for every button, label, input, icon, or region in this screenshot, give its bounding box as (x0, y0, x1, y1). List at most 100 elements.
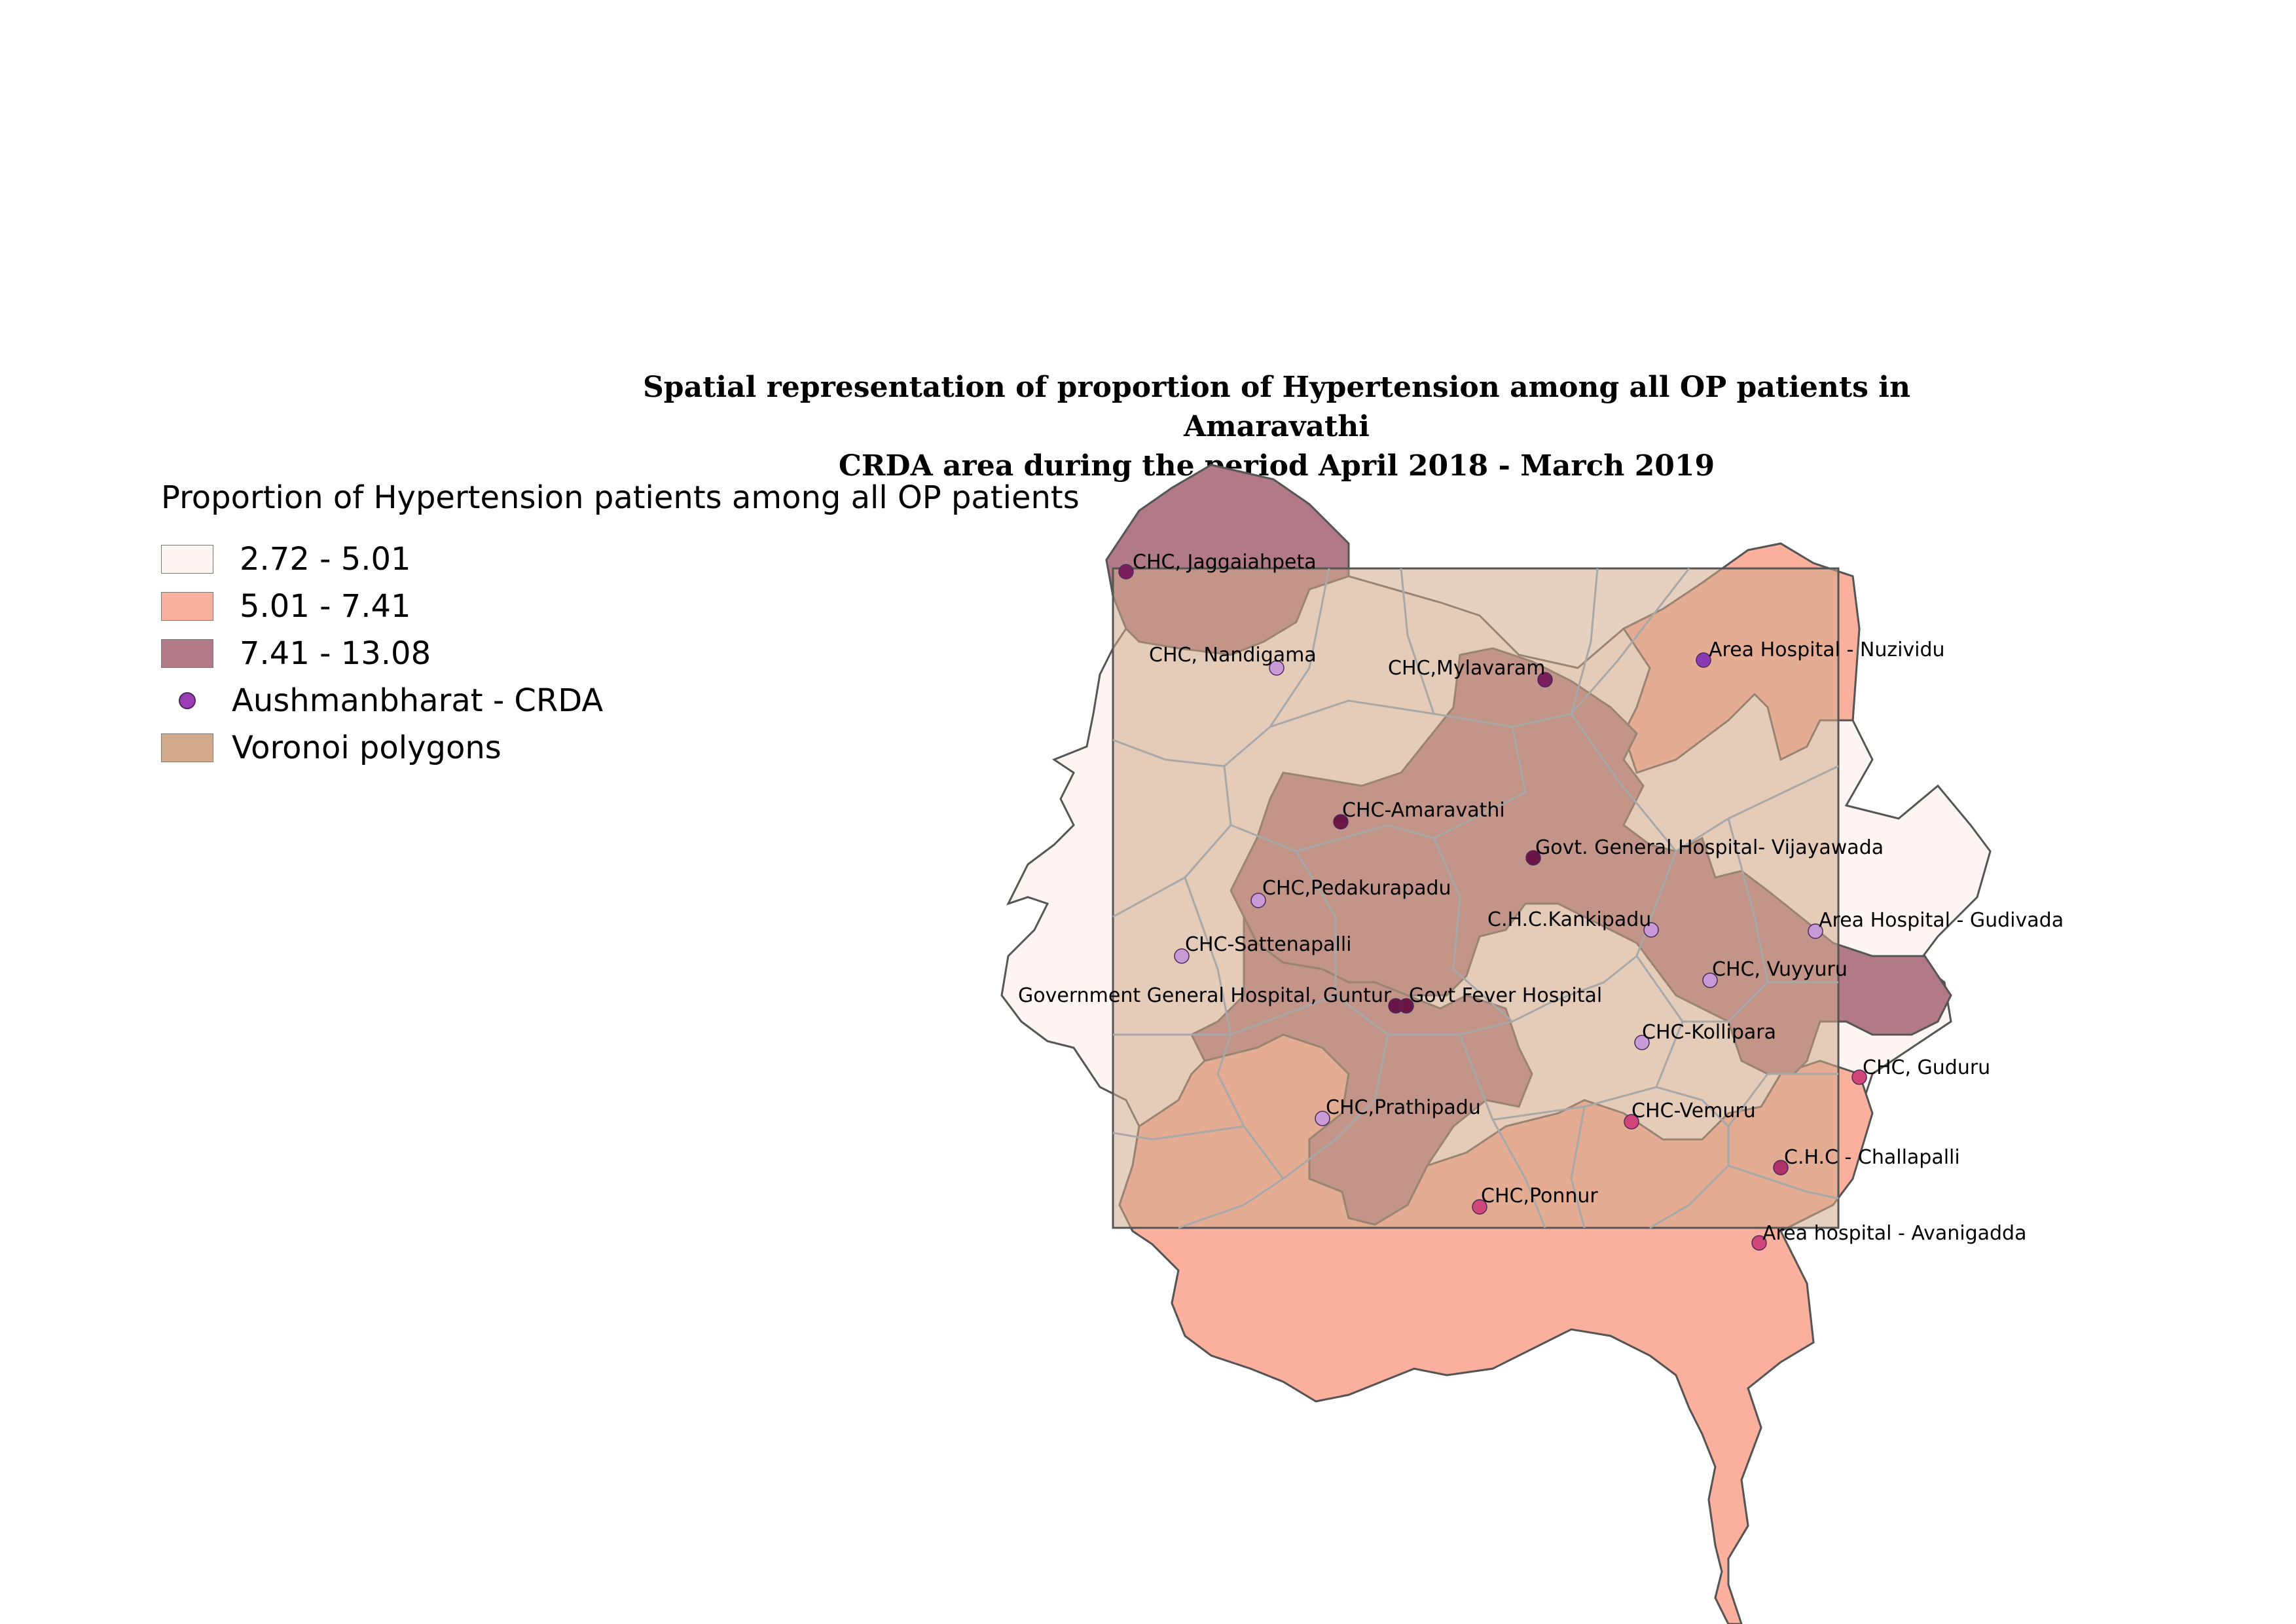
map-title-line-1: Spatial representation of proportion of … (643, 371, 1910, 443)
facility-label: CHC,Mylavaram (1388, 657, 1545, 680)
facility-label: C.H.C - Challapalli (1784, 1146, 1960, 1169)
voronoi-line (1112, 568, 1690, 767)
voronoi-extent (1112, 567, 1840, 1229)
legend: Proportion of Hypertension patients amon… (161, 479, 1080, 771)
voronoi-line (1727, 1073, 1838, 1127)
voronoi-line (1728, 1164, 1839, 1200)
facility-marker[interactable]: CHC,Ponnur (1472, 1185, 1598, 1215)
facility-label: CHC,Ponnur (1481, 1185, 1598, 1208)
facility-point-icon[interactable] (1269, 660, 1285, 676)
voronoi-line (1113, 877, 1232, 1036)
facility-marker[interactable]: CHC,Pedakurapadu (1250, 877, 1451, 908)
facility-marker[interactable]: C.H.C.Kankipadu (1487, 908, 1659, 938)
facility-label: CHC, Guduru (1863, 1056, 1990, 1079)
facility-label: Area Hospital - Gudivada (1819, 909, 2064, 932)
facility-point-icon[interactable] (1537, 672, 1553, 688)
voronoi-line (1269, 568, 1330, 728)
facility-label: CHC-Vemuru (1631, 1099, 1756, 1122)
facility-point-icon[interactable] (1333, 814, 1349, 830)
facility-marker[interactable]: CHC-Sattenapalli (1174, 933, 1352, 964)
voronoi-line (1655, 981, 1838, 1088)
legend-item-voronoi: Voronoi polygons (161, 724, 1080, 771)
facility-label: CHC, Jaggaiahpeta (1133, 551, 1317, 574)
facility-marker[interactable]: CHC-Amaravathi (1333, 799, 1505, 830)
voronoi-line (1570, 1106, 1586, 1228)
facility-marker-icon (179, 692, 196, 709)
facility-point-icon[interactable] (1751, 1235, 1767, 1251)
facility-point-icon[interactable] (1702, 972, 1718, 988)
facility-point-icon[interactable] (1250, 893, 1266, 908)
legend-title: Proportion of Hypertension patients amon… (161, 479, 1080, 516)
voronoi-line (1635, 955, 1684, 1022)
facility-point-icon[interactable] (1643, 922, 1659, 938)
facility-label: CHC-Kollipara (1642, 1021, 1776, 1044)
facility-marker[interactable]: CHC-Kollipara (1634, 1021, 1776, 1050)
facility-point-icon[interactable] (1525, 850, 1541, 866)
map-title: Spatial representation of proportion of … (589, 368, 1964, 486)
facility-label: Govt. General Hospital- Vijayawada (1535, 836, 1884, 859)
legend-label-low: 2.72 - 5.01 (240, 541, 411, 578)
facility-marker[interactable]: CHC, Nandigama (1149, 644, 1317, 676)
voronoi-line (1112, 766, 1232, 918)
facility-point-icon[interactable] (1808, 923, 1823, 939)
facility-point-icon[interactable] (1118, 564, 1134, 580)
voronoi-line (1230, 765, 1839, 1023)
legend-item-low: 2.72 - 5.01 (161, 536, 1080, 583)
facility-point-icon[interactable] (1472, 1199, 1487, 1215)
facility-label: Government General Hospital, Guntur (1018, 984, 1392, 1007)
legend-swatch-low (161, 545, 213, 574)
facility-layer: CHC, Jaggaiahpeta CHC, Nandigama CHC,Mylav… (1018, 551, 2064, 1251)
facility-point-icon[interactable] (1851, 1069, 1867, 1085)
voronoi-line (1178, 1034, 1389, 1229)
legend-swatch-voronoi (161, 733, 213, 762)
map-title-line-2: CRDA area during the period April 2018 -… (838, 449, 1715, 483)
facility-marker[interactable]: C.H.C - Challapalli (1773, 1146, 1960, 1175)
facility-point-icon[interactable] (1773, 1160, 1789, 1175)
legend-label-voronoi: Voronoi polygons (232, 729, 501, 766)
legend-label-medium: 5.01 - 7.41 (240, 588, 411, 625)
facility-marker[interactable]: Government General Hospital, Guntur (1018, 984, 1404, 1014)
facility-marker[interactable]: Area Hospital - Nuzividu (1696, 638, 1945, 668)
facility-point-icon[interactable] (1398, 998, 1414, 1014)
voronoi-line (1459, 1034, 1546, 1228)
facility-label: Area hospital - Avanigadda (1762, 1222, 2026, 1245)
facility-point-icon[interactable] (1696, 652, 1711, 668)
voronoi-line (1727, 818, 1769, 983)
facility-point-icon[interactable] (1634, 1035, 1650, 1050)
facility-label: CHC,Pedakurapadu (1262, 877, 1451, 900)
facility-marker[interactable]: Govt. General Hospital- Vijayawada (1525, 836, 1884, 866)
voronoi-line (1570, 568, 1599, 714)
voronoi-line (1216, 1034, 1285, 1179)
facility-point-icon[interactable] (1624, 1114, 1639, 1130)
voronoi-line (1400, 568, 1435, 714)
facility-label: CHC-Amaravathi (1342, 799, 1505, 822)
legend-label-facility: Aushmanbharat - CRDA (232, 682, 604, 719)
facility-point-icon[interactable] (1174, 948, 1190, 964)
legend-item-medium: 5.01 - 7.41 (161, 583, 1080, 630)
voronoi-line (1492, 1086, 1730, 1229)
facility-marker[interactable]: CHC, Guduru (1851, 1056, 1990, 1085)
legend-swatch-medium (161, 592, 213, 621)
legend-swatch-high (161, 639, 213, 668)
legend-marker-wrap (161, 686, 213, 715)
voronoi-lines (1112, 568, 1839, 1229)
facility-marker[interactable]: CHC, Jaggaiahpeta (1118, 551, 1317, 580)
facility-label: CHC, Vuyyuru (1712, 958, 1848, 981)
facility-marker[interactable]: CHC,Prathipadu (1315, 1096, 1481, 1126)
legend-label-high: 7.41 - 13.08 (240, 635, 431, 672)
voronoi-line (1112, 1125, 1245, 1141)
legend-item-high: 7.41 - 13.08 (161, 630, 1080, 677)
facility-label: C.H.C.Kankipadu (1487, 908, 1651, 931)
facility-marker[interactable]: Govt Fever Hospital (1398, 984, 1602, 1014)
legend-item-facility: Aushmanbharat - CRDA (161, 677, 1080, 724)
facility-label: CHC,Prathipadu (1326, 1096, 1481, 1119)
facility-marker[interactable]: Area Hospital - Gudivada (1808, 909, 2064, 939)
facility-marker[interactable]: CHC, Vuyyuru (1702, 958, 1848, 988)
voronoi-line (1570, 713, 1677, 852)
facility-label: CHC, Nandigama (1149, 644, 1317, 667)
facility-marker[interactable]: CHC-Vemuru (1624, 1099, 1756, 1130)
facility-point-icon[interactable] (1315, 1111, 1330, 1126)
facility-marker[interactable]: Area hospital - Avanigadda (1751, 1222, 2026, 1251)
facility-marker[interactable]: CHC,Mylavaram (1388, 657, 1553, 688)
